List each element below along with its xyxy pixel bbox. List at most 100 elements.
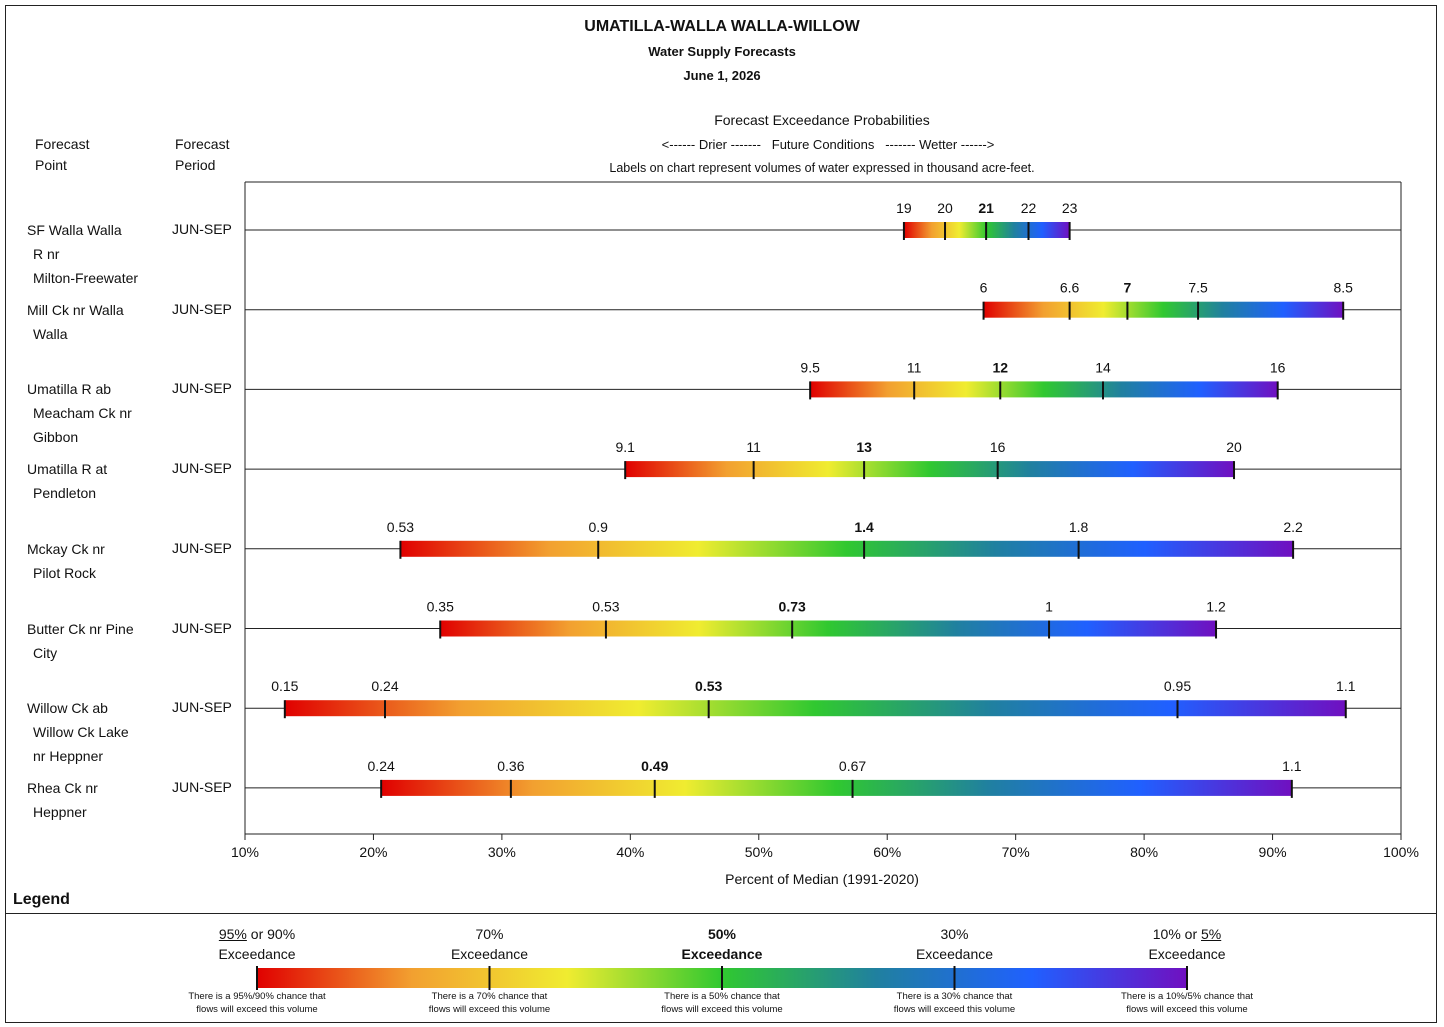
forecast-period-label: JUN-SEP bbox=[172, 619, 232, 636]
legend-heading-exceedance: Exceedance bbox=[450, 946, 529, 962]
forecast-period-label: JUN-SEP bbox=[172, 300, 232, 317]
volume-label: 0.53 bbox=[592, 599, 619, 615]
exceedance-bar bbox=[810, 381, 1278, 398]
legend-note: There is a 95%/90% chance that flows will… bbox=[188, 991, 326, 1015]
legend-item: 70% Exceedance There is a 70% chance that f… bbox=[429, 924, 550, 1016]
forecast-period-header: Forecast Period bbox=[175, 136, 230, 173]
volume-label: 16 bbox=[990, 439, 1006, 455]
volume-label: 1.1 bbox=[1336, 678, 1356, 694]
forecast-period-label: JUN-SEP bbox=[172, 460, 232, 477]
legend-heading: 50% bbox=[707, 926, 737, 942]
legend-heading-exceedance: Exceedance bbox=[915, 946, 994, 962]
volume-label: 1 bbox=[1045, 599, 1053, 615]
page-title: UMATILLA-WALLA WALLA-WILLOW bbox=[584, 18, 860, 35]
forecast-point-line: Butter Ck nr Pine bbox=[27, 620, 134, 637]
legend-heading-exceedance: Exceedance bbox=[1148, 946, 1226, 962]
volume-label: 20 bbox=[937, 200, 953, 216]
volume-label: 0.9 bbox=[588, 519, 608, 535]
chart-layer: 10% 20% 30% 40% 50% 60% 70% 80% 90% 100% 19 20 21 22 2… bbox=[231, 181, 1419, 990]
volume-label: 0.95 bbox=[1164, 678, 1191, 694]
forecast-point-line: SF Walla Walla bbox=[27, 222, 122, 238]
x-tick-label: 30% bbox=[488, 844, 516, 860]
forecast-point-header: Forecast Point bbox=[35, 136, 90, 173]
volume-label: 1.2 bbox=[1206, 599, 1226, 615]
legend-note: There is a 30% chance that flows will exc… bbox=[893, 991, 1016, 1015]
volume-label: 14 bbox=[1095, 359, 1111, 375]
forecast-point-label: Umatilla R at Pendleton bbox=[27, 457, 162, 505]
volume-label: 0.35 bbox=[427, 599, 454, 615]
volume-label: 11 bbox=[907, 359, 922, 375]
forecast-point-line: Gibbon bbox=[33, 429, 79, 446]
volume-label: 21 bbox=[978, 200, 994, 216]
volume-label: 0.15 bbox=[271, 678, 298, 694]
forecast-point-line: Willow Ck ab bbox=[27, 700, 108, 717]
volume-label: 11 bbox=[746, 439, 761, 455]
x-axis-label: Percent of Median (1991-2020) bbox=[725, 871, 919, 887]
volume-label: 2.2 bbox=[1283, 519, 1303, 535]
legend-divider bbox=[5, 913, 1437, 914]
volume-label: 13 bbox=[856, 439, 872, 455]
volume-label: 0.24 bbox=[371, 678, 398, 694]
forecast-point-line: Umatilla R ab bbox=[27, 381, 112, 398]
forecast-point-line: R nr bbox=[33, 246, 60, 262]
forecast-point-line: Pilot Rock bbox=[33, 564, 97, 581]
forecast-period-label: JUN-SEP bbox=[172, 778, 232, 795]
exceedance-direction: <------ Drier ------- Future Conditions … bbox=[661, 137, 995, 152]
forecast-period-label: JUN-SEP bbox=[172, 380, 232, 397]
forecast-point-line: Milton-Freewater bbox=[33, 270, 139, 286]
legend-note: There is a 10%/5% chance that flows will … bbox=[1120, 991, 1254, 1015]
legend-heading-exceedance: Exceedance bbox=[681, 946, 763, 962]
volume-label: 1.1 bbox=[1282, 758, 1302, 774]
forecast-point-line: Mckay Ck nr bbox=[27, 540, 105, 557]
exceedance-bar bbox=[400, 540, 1294, 557]
legend-note: There is a 50% chance that flows will exc… bbox=[661, 991, 783, 1015]
forecast-point-label: Mill Ck nr Walla Walla bbox=[27, 298, 162, 346]
legend-heading: 95% or 90% bbox=[218, 926, 296, 942]
forecast-point-line: Walla bbox=[33, 325, 68, 342]
volume-label: 6.6 bbox=[1060, 280, 1080, 296]
volume-label: 23 bbox=[1062, 200, 1078, 216]
x-tick-label: 90% bbox=[1259, 844, 1287, 860]
volume-label: 12 bbox=[992, 359, 1008, 375]
volume-label: 0.24 bbox=[368, 758, 395, 774]
legend-item: 10% or 5% Exceedance There is a 10%/5% cha… bbox=[1121, 924, 1253, 1016]
legend-item: 95% or 90% Exceedance There is a 95%/90% c… bbox=[188, 924, 325, 1016]
forecast-point-line: nr Heppner bbox=[33, 748, 104, 765]
volume-label: 0.49 bbox=[641, 758, 668, 774]
volume-label: 7.5 bbox=[1188, 280, 1208, 296]
legend-item: 30% Exceedance There is a 30% chance that f… bbox=[894, 924, 1015, 1016]
x-tick-label: 60% bbox=[873, 844, 901, 860]
legend-item: 50% Exceedance There is a 50% chance that f… bbox=[661, 924, 782, 1016]
forecast-point-line: Mill Ck nr Walla bbox=[27, 301, 124, 318]
forecast-point-label: SF Walla Walla R nr Milton-Freewater bbox=[27, 218, 162, 290]
forecast-point-label: Umatilla R ab Meacham Ck nr Gibbon bbox=[27, 377, 162, 449]
forecast-period-label: JUN-SEP bbox=[172, 221, 232, 237]
x-tick-label: 50% bbox=[745, 844, 773, 860]
volume-label: 7 bbox=[1124, 280, 1132, 296]
volume-label: 9.5 bbox=[800, 359, 820, 375]
forecast-point-line: Umatilla R at bbox=[27, 461, 108, 478]
volume-label: 16 bbox=[1270, 359, 1286, 375]
forecast-date: June 1, 2026 bbox=[683, 68, 761, 83]
legend-title: Legend bbox=[13, 891, 70, 908]
volume-label: 22 bbox=[1021, 200, 1037, 216]
x-tick-label: 100% bbox=[1383, 844, 1419, 860]
exceedance-bar bbox=[983, 301, 1344, 318]
x-tick-label: 40% bbox=[616, 844, 644, 860]
volume-label: 9.1 bbox=[615, 439, 635, 455]
forecast-point-line: Rhea Ck nr bbox=[27, 779, 98, 796]
x-tick-label: 10% bbox=[231, 844, 259, 860]
forecast-point-line: Meacham Ck nr bbox=[33, 405, 132, 422]
volume-label: 20 bbox=[1226, 439, 1242, 455]
exceedance-bar bbox=[625, 461, 1235, 478]
legend-heading: 70% bbox=[475, 926, 504, 942]
volume-label: 0.53 bbox=[695, 678, 722, 694]
volume-label: 1.4 bbox=[854, 519, 874, 535]
volume-label: 0.73 bbox=[779, 599, 806, 615]
x-tick-label: 80% bbox=[1130, 844, 1158, 860]
exceedance-bar bbox=[284, 700, 1346, 717]
chart-frame bbox=[5, 5, 1437, 1023]
forecast-point-line: Willow Ck Lake bbox=[33, 724, 129, 741]
forecast-point-line: Pendleton bbox=[33, 485, 97, 502]
